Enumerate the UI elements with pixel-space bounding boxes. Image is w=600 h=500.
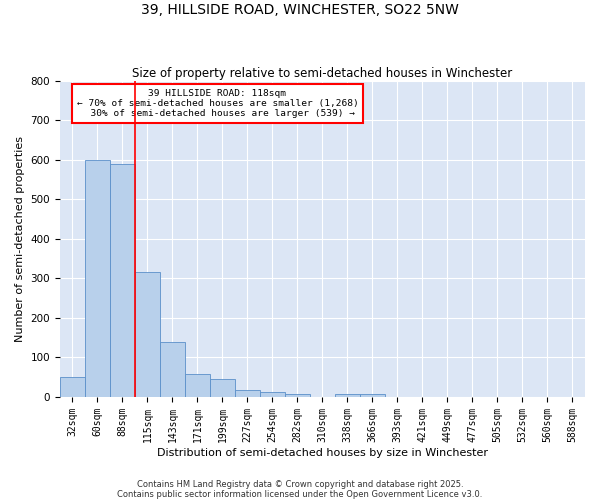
Bar [235, 390, 260, 397]
X-axis label: Distribution of semi-detached houses by size in Winchester: Distribution of semi-detached houses by … [157, 448, 488, 458]
Bar [335, 394, 360, 397]
Y-axis label: Number of semi-detached properties: Number of semi-detached properties [15, 136, 25, 342]
Bar [160, 342, 185, 397]
Bar [210, 379, 235, 397]
Bar [60, 377, 85, 397]
Title: Size of property relative to semi-detached houses in Winchester: Size of property relative to semi-detach… [133, 66, 512, 80]
Bar [260, 392, 285, 397]
Text: 39 HILLSIDE ROAD: 118sqm
← 70% of semi-detached houses are smaller (1,268)
  30%: 39 HILLSIDE ROAD: 118sqm ← 70% of semi-d… [77, 88, 358, 118]
Bar [135, 272, 160, 397]
Text: Contains HM Land Registry data © Crown copyright and database right 2025.
Contai: Contains HM Land Registry data © Crown c… [118, 480, 482, 499]
Bar [110, 164, 135, 397]
Bar [85, 160, 110, 397]
Bar [360, 394, 385, 397]
Bar [285, 394, 310, 397]
Bar [185, 374, 210, 397]
Text: 39, HILLSIDE ROAD, WINCHESTER, SO22 5NW: 39, HILLSIDE ROAD, WINCHESTER, SO22 5NW [141, 2, 459, 16]
